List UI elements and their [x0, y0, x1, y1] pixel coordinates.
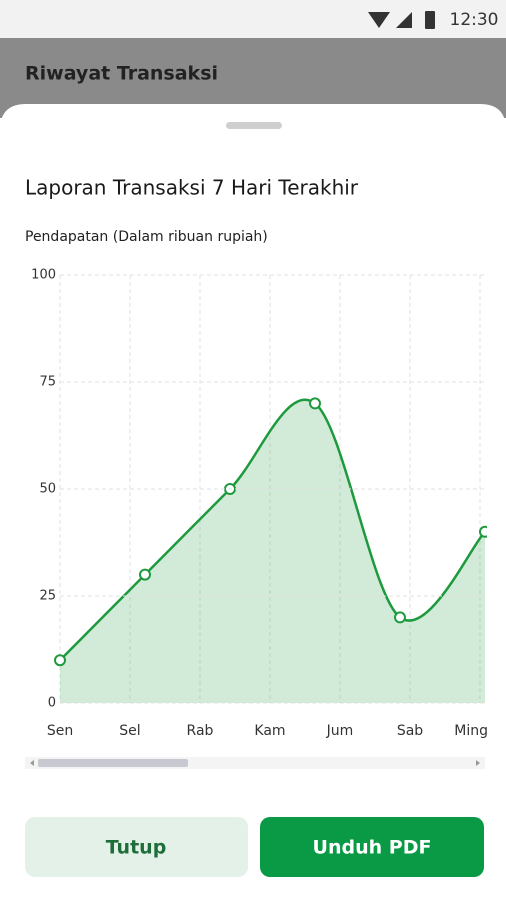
download-button[interactable]	[260, 817, 484, 877]
y-tick-label: 50	[39, 482, 56, 497]
y-tick-label: 100	[31, 268, 56, 283]
x-tick-label: Jum	[326, 723, 354, 739]
x-tick-label: Sen	[47, 723, 73, 739]
wifi-icon	[368, 12, 390, 28]
scroll-right[interactable]	[476, 760, 480, 766]
scroll-left[interactable]	[30, 760, 34, 766]
x-tick-label: Sel	[119, 723, 140, 739]
close-button-label: Tutup	[106, 837, 167, 859]
y-axis-label: Pendapatan (Dalam ribuan rupiah)	[25, 229, 268, 245]
area	[60, 399, 485, 703]
point	[54, 654, 66, 667]
chart-title: Laporan Transaksi 7 Hari Terakhir	[25, 176, 359, 200]
point	[139, 568, 151, 581]
battery-icon	[425, 11, 435, 29]
x-tick-label: Kam	[254, 723, 285, 739]
bottom-sheet	[0, 104, 506, 900]
y-tick-label: 0	[48, 696, 56, 711]
status-bar	[0, 0, 506, 38]
sheet-handle[interactable]	[226, 122, 282, 129]
status-time: 12:30	[450, 10, 499, 30]
y-tick-label: 25	[39, 589, 56, 604]
point	[479, 525, 487, 538]
app-bar-title: Riwayat Transaksi	[25, 63, 218, 85]
close-button[interactable]	[25, 817, 248, 877]
x-tick-label: Sab	[397, 723, 423, 739]
scroll-thumb[interactable]	[38, 759, 188, 767]
x-tick-label: Rab	[187, 723, 214, 739]
y-tick-label: 75	[39, 375, 56, 390]
download-button-label: Unduh PDF	[313, 837, 432, 859]
x-tick-label: Minggu	[454, 723, 506, 739]
point	[394, 611, 406, 624]
signal-icon	[396, 12, 412, 28]
point	[309, 397, 321, 410]
